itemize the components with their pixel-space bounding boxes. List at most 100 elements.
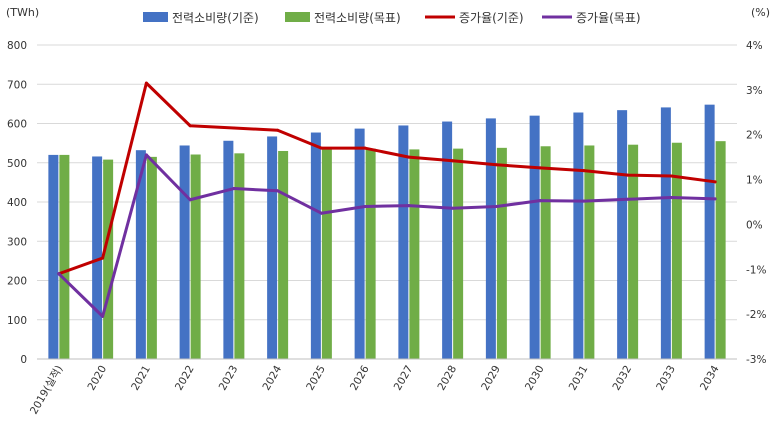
- right-axis-unit: (%): [751, 6, 770, 19]
- point-baseline-growth: [669, 174, 673, 178]
- bar-target: [409, 149, 420, 359]
- left-tick-label: 300: [7, 236, 27, 248]
- bar-baseline: [223, 140, 234, 359]
- bar-baseline: [485, 118, 496, 360]
- left-tick-label: 0: [20, 354, 27, 366]
- right-tick-label: -3%: [746, 354, 766, 366]
- category-label: 2031: [567, 364, 591, 393]
- category-label: 2026: [348, 363, 372, 392]
- right-tick-label: 0%: [746, 219, 763, 231]
- point-target-growth: [713, 197, 717, 201]
- category-label: 2019(실적): [28, 364, 66, 417]
- category-label: 2021: [129, 364, 153, 393]
- right-tick-label: 3%: [746, 85, 763, 97]
- bar-baseline: [354, 128, 365, 359]
- bar-target: [584, 145, 595, 359]
- bar-target: [59, 154, 70, 359]
- left-tick-label: 100: [7, 315, 27, 327]
- legend-label: 증가율(기준): [459, 11, 524, 25]
- point-target-growth: [144, 153, 148, 157]
- category-label: 2022: [173, 364, 197, 393]
- bar-target: [671, 142, 682, 359]
- bar-target: [628, 144, 639, 359]
- right-tick-label: 1%: [746, 175, 763, 187]
- bar-baseline: [704, 104, 715, 359]
- point-target-growth: [451, 206, 455, 210]
- category-label: 2027: [392, 364, 416, 393]
- bar-target: [234, 153, 245, 359]
- left-tick-label: 200: [7, 276, 27, 288]
- point-baseline-growth: [713, 180, 717, 184]
- category-label: 2020: [85, 364, 109, 393]
- bar-target: [146, 156, 157, 359]
- point-target-growth: [57, 272, 61, 276]
- bar-target: [540, 146, 551, 359]
- left-tick-label: 500: [7, 158, 27, 170]
- point-baseline-growth: [582, 169, 586, 173]
- line-target-growth: [57, 153, 717, 318]
- point-target-growth: [538, 199, 542, 203]
- point-target-growth: [363, 204, 367, 208]
- point-target-growth: [319, 211, 323, 215]
- point-baseline-growth: [407, 155, 411, 159]
- bars: [48, 104, 726, 360]
- point-baseline-growth: [319, 146, 323, 150]
- legend-label: 증가율(목표): [576, 11, 641, 25]
- lines: [57, 81, 717, 318]
- category-label: 2030: [523, 364, 547, 393]
- bar-baseline: [442, 121, 453, 359]
- bar-target: [190, 154, 201, 359]
- legend-label: 전력소비량(기준): [172, 11, 259, 25]
- bar-target: [453, 148, 464, 359]
- legend-swatch: [143, 12, 168, 22]
- bar-baseline: [48, 154, 59, 359]
- point-target-growth: [669, 196, 673, 200]
- point-baseline-growth: [363, 146, 367, 150]
- point-baseline-growth: [232, 126, 236, 130]
- category-label: 2032: [610, 364, 634, 393]
- category-label: 2028: [435, 364, 459, 393]
- left-tick-label: 700: [7, 79, 27, 91]
- left-tick-label: 800: [7, 40, 27, 52]
- category-label: 2034: [698, 363, 722, 392]
- point-baseline-growth: [451, 159, 455, 163]
- right-tick-label: -1%: [746, 264, 766, 276]
- left-tick-label: 400: [7, 197, 27, 209]
- point-baseline-growth: [101, 256, 105, 260]
- bar-baseline: [398, 125, 409, 360]
- category-label: 2024: [260, 363, 284, 392]
- bar-baseline: [573, 112, 584, 359]
- point-target-growth: [494, 204, 498, 208]
- axes: 0 100 200 300 400 500 600 700 800 -3% -2% -1% 0% 1% 2%…: [6, 6, 770, 416]
- category-label: 2023: [217, 364, 241, 393]
- legend-label: 전력소비량(목표): [314, 11, 401, 25]
- line-baseline-growth: [57, 81, 717, 276]
- point-target-growth: [188, 198, 192, 202]
- bar-baseline: [179, 145, 190, 359]
- point-baseline-growth: [538, 166, 542, 170]
- left-axis-unit: (TWh): [6, 6, 39, 19]
- bar-baseline: [529, 115, 540, 360]
- point-baseline-growth: [188, 124, 192, 128]
- category-label: 2025: [304, 364, 328, 393]
- bar-target: [715, 141, 726, 359]
- point-baseline-growth: [276, 128, 280, 132]
- bar-baseline: [660, 107, 671, 359]
- point-baseline-growth: [626, 173, 630, 177]
- point-target-growth: [407, 204, 411, 208]
- legend-swatch: [285, 12, 310, 22]
- category-label: 2033: [654, 364, 678, 393]
- bar-target: [496, 147, 507, 359]
- point-target-growth: [101, 314, 105, 318]
- point-target-growth: [276, 189, 280, 193]
- bar-baseline: [310, 132, 321, 359]
- bar-baseline: [92, 156, 103, 359]
- right-tick-label: -2%: [746, 309, 766, 321]
- point-target-growth: [582, 199, 586, 203]
- bar-baseline: [267, 136, 278, 359]
- bar-baseline: [135, 150, 146, 359]
- bar-target: [103, 159, 114, 359]
- bar-target: [365, 148, 376, 359]
- bar-baseline: [617, 110, 628, 359]
